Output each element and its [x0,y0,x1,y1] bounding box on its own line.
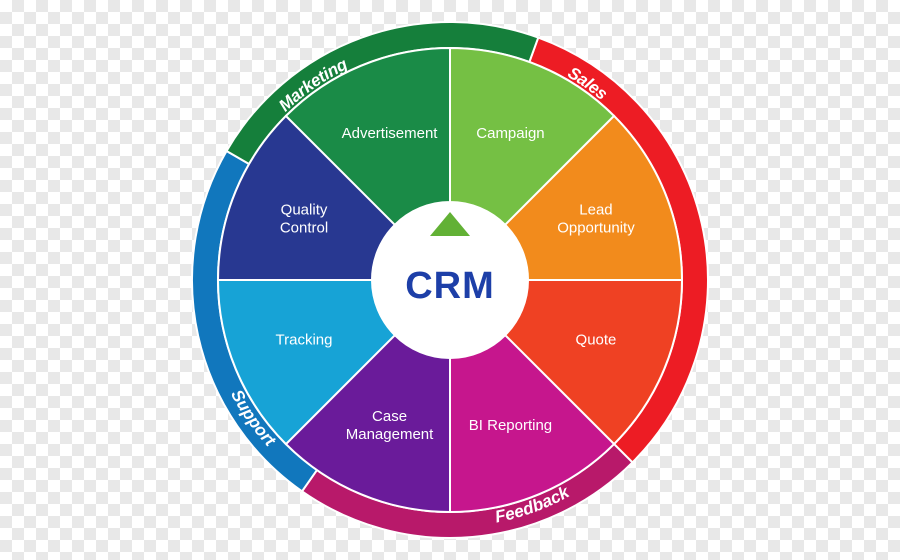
svg-text:Advertisement: Advertisement [342,125,439,142]
center-label: CRM [405,265,495,307]
svg-text:BI Reporting: BI Reporting [469,417,552,434]
segment-label-advertisement: Advertisement [342,125,439,142]
svg-text:Quality: Quality [281,202,328,219]
svg-text:Case: Case [372,408,407,425]
segment-label-quote: Quote [576,331,617,348]
segment-label-campaign: Campaign [476,125,544,142]
svg-text:Quote: Quote [576,331,617,348]
svg-text:Tracking: Tracking [276,331,333,348]
segment-label-bi-reporting: BI Reporting [469,417,552,434]
segment-label-tracking: Tracking [276,331,333,348]
crm-wheel-svg: SalesFeedbackSupportMarketingCampaignLea… [0,0,900,560]
svg-text:Opportunity: Opportunity [557,220,635,237]
svg-text:Control: Control [280,220,328,237]
segment-label-quality-control: QualityControl [280,202,328,237]
svg-text:Campaign: Campaign [476,125,544,142]
svg-text:Lead: Lead [579,202,612,219]
crm-diagram-stage: SalesFeedbackSupportMarketingCampaignLea… [0,0,900,560]
svg-text:Management: Management [346,426,434,443]
